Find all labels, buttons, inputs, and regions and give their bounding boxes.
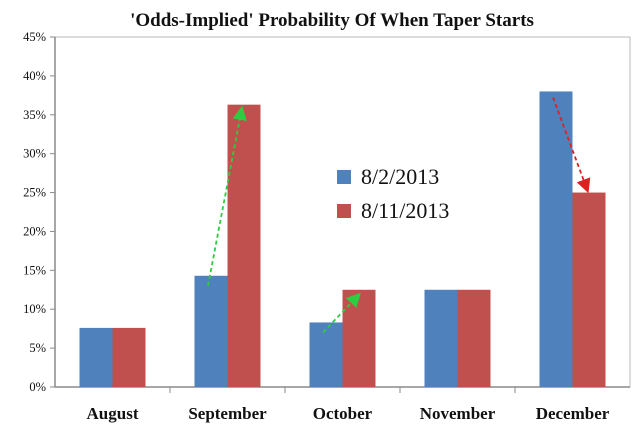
y-tick-label: 40% [23, 69, 46, 83]
bar-october-series-1 [309, 322, 343, 387]
bar-december-series-1 [539, 91, 573, 387]
bar-august-series-1 [79, 327, 113, 387]
x-tick-label: September [188, 404, 267, 423]
change-arrow-october [322, 292, 361, 334]
bar-august-series-2 [112, 327, 146, 387]
chart-title: 'Odds-Implied' Probability Of When Taper… [130, 10, 534, 31]
x-tick-label: August [87, 404, 139, 423]
legend-label-series-1: 8/2/2013 [361, 164, 439, 189]
x-tick-label: October [313, 404, 373, 423]
bar-november-series-2 [457, 289, 491, 387]
y-tick-label: 25% [23, 186, 46, 200]
y-tick-label: 20% [23, 224, 46, 238]
bar-october-series-2 [342, 289, 376, 387]
legend-swatch-series-2 [337, 204, 351, 218]
y-tick-label: 45% [23, 30, 46, 44]
x-tick-label: December [536, 404, 610, 423]
legend-label-series-2: 8/11/2013 [361, 198, 449, 223]
y-tick-label: 5% [29, 341, 46, 355]
change-arrow-december [552, 97, 591, 194]
bar-september-series-1 [194, 275, 228, 387]
bar-september-series-2 [227, 104, 261, 388]
y-tick-label: 35% [23, 108, 46, 122]
y-tick-label: 30% [23, 147, 46, 161]
x-tick-label: November [420, 404, 496, 423]
y-tick-label: 15% [23, 263, 46, 277]
bar-december-series-2 [572, 192, 606, 387]
bar-november-series-1 [424, 289, 458, 387]
y-tick-label: 0% [29, 380, 46, 394]
y-tick-label: 10% [23, 302, 46, 316]
change-arrow-september [207, 105, 247, 286]
legend-swatch-series-1 [337, 170, 351, 184]
